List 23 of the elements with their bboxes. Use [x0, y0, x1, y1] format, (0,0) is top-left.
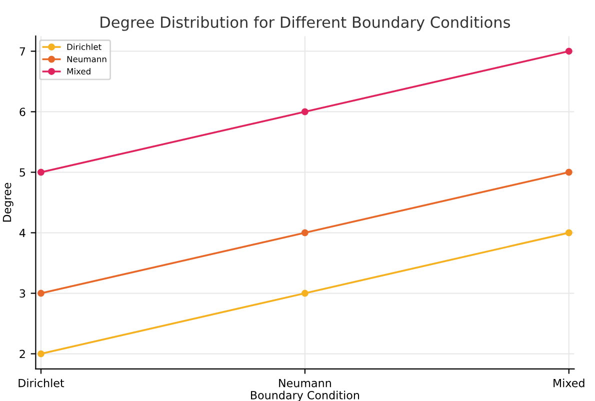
x-tick-label: Dirichlet — [18, 378, 64, 388]
y-axis-title: Degree — [2, 182, 14, 222]
legend-label: Dirichlet — [67, 44, 102, 50]
y-tick-label: 2 — [20, 350, 25, 358]
point — [565, 229, 572, 236]
point — [301, 290, 308, 297]
y-tick-label: 7 — [20, 47, 26, 56]
point — [301, 108, 308, 116]
y-tick-label: 6 — [20, 108, 26, 116]
legend-label: Mixed — [67, 68, 90, 75]
point — [38, 290, 44, 297]
x-tick-label: Mixed — [554, 378, 584, 388]
chart-title: Degree Distribution for Different Boundary Conditions — [100, 16, 510, 31]
legend-label: Neumann — [67, 56, 106, 62]
x-tick-label: Neumann — [279, 378, 331, 388]
y-tick-label: 5 — [20, 168, 26, 177]
point — [565, 168, 572, 176]
point — [565, 48, 572, 55]
point — [301, 229, 308, 236]
y-tick-label: 3 — [20, 289, 26, 298]
point — [38, 350, 44, 358]
point — [38, 168, 44, 176]
y-tick-label: 4 — [19, 228, 26, 237]
